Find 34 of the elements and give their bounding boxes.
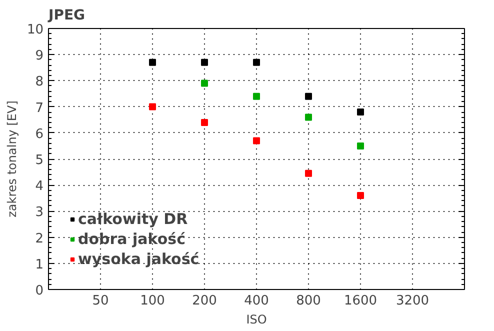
legend-label: dobra jakość bbox=[78, 230, 186, 248]
x-tick-label: 200 bbox=[192, 294, 217, 308]
y-tick-label: 10 bbox=[26, 22, 44, 38]
y-tick-label: 3 bbox=[35, 205, 44, 220]
y-tick-label: 5 bbox=[35, 153, 44, 168]
x-tick-label: 3200 bbox=[396, 294, 430, 308]
x-tick-label: 1600 bbox=[344, 294, 378, 308]
x-tick-label: 400 bbox=[244, 294, 269, 308]
y-tick-label: 4 bbox=[35, 179, 44, 194]
chart-title: JPEG bbox=[48, 8, 86, 24]
x-tick-label: 100 bbox=[140, 294, 165, 308]
point bbox=[357, 108, 364, 116]
x-tick-label: 50 bbox=[92, 294, 109, 308]
point bbox=[149, 58, 156, 66]
y-tick-label: 0 bbox=[35, 284, 44, 298]
point bbox=[201, 118, 208, 126]
point bbox=[305, 170, 312, 177]
y-axis-title: zakres tonalny [EV] bbox=[4, 100, 19, 218]
point bbox=[253, 58, 260, 66]
point bbox=[149, 103, 156, 110]
legend-label: całkowity DR bbox=[78, 210, 188, 228]
x-axis-title: ISO bbox=[246, 312, 267, 326]
y-tick-label: 1 bbox=[35, 257, 44, 272]
y-tick-label: 8 bbox=[35, 74, 44, 90]
point bbox=[201, 58, 208, 66]
y-tick-label: 9 bbox=[35, 48, 44, 64]
point bbox=[253, 137, 260, 144]
y-tick-label: 2 bbox=[35, 231, 44, 246]
y-tick-label: 7 bbox=[35, 100, 44, 116]
legend-label: wysoka jakość bbox=[78, 250, 200, 268]
point bbox=[357, 192, 364, 200]
y-tick-label: 6 bbox=[35, 126, 44, 142]
point bbox=[305, 92, 312, 100]
x-tick-label: 800 bbox=[296, 294, 321, 308]
